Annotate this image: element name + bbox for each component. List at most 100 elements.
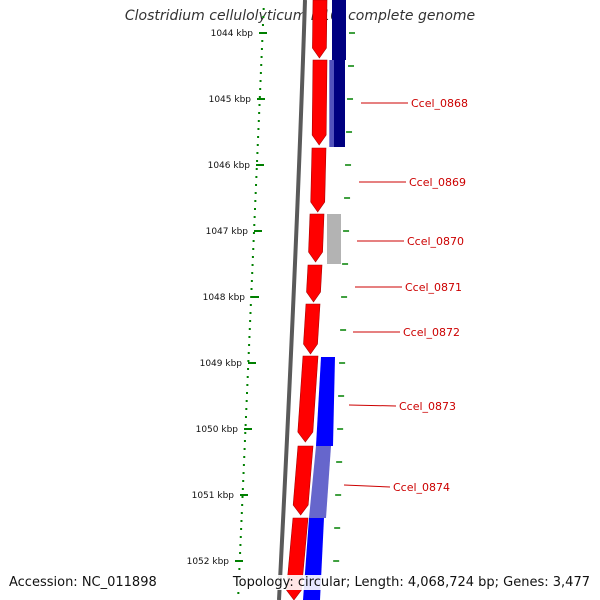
gene-label-line (348, 404, 397, 407)
track-dot (242, 464, 245, 466)
track-dot (244, 432, 247, 434)
track-dot (241, 496, 244, 498)
track-dot (249, 312, 252, 314)
track-dot (259, 80, 262, 82)
backbone-arc (277, 0, 307, 600)
track-dot (251, 272, 254, 274)
track-dot (250, 288, 253, 290)
tick-label: 1052 kbp (187, 557, 230, 567)
track-dot (251, 256, 254, 258)
gene-label: Ccel_0873 (399, 400, 456, 413)
track-dot (238, 568, 241, 570)
track-dot (252, 232, 255, 234)
forward-gene (310, 147, 327, 213)
tick-group: 1044 kbp 1045 kbp 1046 kbp 1047 kbp 1048 kbp… (187, 29, 356, 567)
track-dot (257, 136, 260, 138)
gene-label: Ccel_0874 (393, 481, 450, 494)
tick-label: 1046 kbp (208, 161, 251, 171)
track-dot (251, 264, 254, 266)
track-dot (239, 544, 242, 546)
track-dot (261, 40, 264, 42)
reverse-gene-shade (329, 60, 334, 147)
track-dot (240, 528, 243, 530)
track-dot (254, 192, 257, 194)
gene-label: Ccel_0871 (405, 281, 462, 294)
track-dot (253, 216, 256, 218)
track-dot (255, 168, 258, 170)
track-dot (253, 224, 256, 226)
gene-label-group: Ccel_0868 Ccel_0869 Ccel_0870 Ccel_0871 Ccel… (343, 97, 468, 494)
forward-gene (306, 264, 323, 303)
track-dot (253, 208, 256, 210)
forward-gene (297, 355, 319, 443)
track-dot (247, 352, 250, 354)
track-dot (261, 24, 264, 26)
gene-label: Ccel_0869 (409, 176, 466, 189)
tick-label: 1050 kbp (196, 425, 239, 435)
track-dot (237, 592, 240, 594)
track-dot (242, 472, 245, 474)
track-dot (250, 280, 253, 282)
tick-label: 1051 kbp (192, 491, 235, 501)
forward-gene (308, 213, 325, 263)
track-dot (256, 144, 259, 146)
gene-label: Ccel_0872 (403, 326, 460, 339)
accession-label: Accession: NC_011898 (9, 575, 157, 590)
track-dot (241, 504, 244, 506)
genome-info-label: Topology: circular; Length: 4,068,724 bp… (232, 575, 590, 590)
track-dot (257, 128, 260, 130)
forward-gene (312, 0, 328, 59)
tick-label: 1047 kbp (206, 227, 249, 237)
track-dot (249, 304, 252, 306)
tick-label: 1048 kbp (203, 293, 246, 303)
track-dot (255, 184, 258, 186)
track-dot (256, 152, 259, 154)
track-dot (257, 120, 260, 122)
track-dot (246, 392, 249, 394)
track-dot (259, 72, 262, 74)
track-dot (246, 384, 249, 386)
track-dot (244, 416, 247, 418)
track-dot (243, 456, 246, 458)
gene-label-line (343, 484, 391, 488)
tick-label: 1045 kbp (209, 95, 252, 105)
track-dot (247, 368, 250, 370)
track-dot (260, 48, 263, 50)
track-dot (243, 448, 246, 450)
track-dot (262, 8, 265, 10)
track-dot (240, 512, 243, 514)
track-dot (245, 408, 248, 410)
track-dot (260, 64, 263, 66)
track-dot (248, 344, 251, 346)
reverse-gene (309, 446, 331, 518)
map-title: Clostridium cellulolyticum H10, complete… (124, 8, 476, 24)
track-dot (240, 520, 243, 522)
reverse-gene (332, 0, 346, 60)
track-dot (252, 248, 255, 250)
track-dot (239, 536, 242, 538)
track-dot (258, 104, 261, 106)
tick-label: 1049 kbp (200, 359, 243, 369)
forward-gene (292, 445, 314, 516)
track-dot (248, 328, 251, 330)
reverse-gene (316, 357, 335, 446)
track-dot (241, 488, 244, 490)
track-dot (262, 16, 265, 18)
track-dot (244, 424, 247, 426)
tick-label: 1044 kbp (211, 29, 254, 39)
track-dot (249, 320, 252, 322)
gene-label: Ccel_0868 (411, 97, 468, 110)
track-dot (246, 376, 249, 378)
track-dot (248, 336, 251, 338)
track-dot (260, 56, 263, 58)
forward-gene (311, 59, 328, 146)
track-dot (256, 160, 259, 162)
gene-group (286, 0, 346, 600)
track-dot (259, 88, 262, 90)
forward-gene (303, 303, 321, 355)
track-dot (239, 552, 242, 554)
track-dot (245, 400, 248, 402)
track-dot (242, 480, 245, 482)
track-dot (258, 96, 261, 98)
